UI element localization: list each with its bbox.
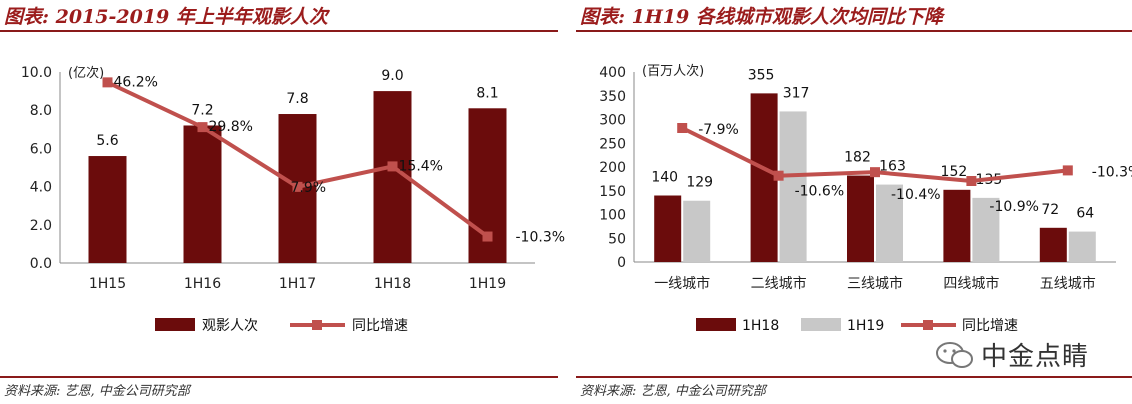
right-growth-label: -10.3% (1092, 164, 1132, 180)
right-bar-1H18-1 (750, 93, 778, 262)
right-bar-label: 129 (686, 175, 713, 191)
right-bar-label: 355 (748, 67, 775, 83)
left-y-tick-label: 8.0 (30, 103, 52, 119)
right-y-tick-label: 150 (599, 184, 626, 200)
left-bar-label: 8.1 (476, 85, 498, 101)
left-y-tick-label: 6.0 (30, 141, 52, 157)
right-bar-label: 64 (1076, 206, 1094, 222)
right-growth-marker (870, 167, 880, 178)
left-y-tick-label: 2.0 (30, 218, 52, 234)
right-growth-label: -7.9% (698, 122, 739, 138)
left-bar-label: 5.6 (96, 133, 118, 149)
left-y-tick-label: 4.0 (30, 180, 52, 196)
right-bar-1H18-4 (1039, 227, 1067, 262)
right-bar-1H18-2 (847, 175, 874, 262)
left-chart-svg: 0.0 2.0 4.0 6.0 8.0 10.0 (亿次) 5.6 7.2 7.8 9.0 8.1 1H… (21, 65, 565, 334)
right-legend-swatch-1h19 (801, 318, 841, 331)
left-y-tick-label: 0.0 (30, 256, 52, 272)
left-growth-label: 15.4% (399, 158, 443, 174)
left-bar-label: 7.2 (191, 102, 213, 118)
right-source-rule (576, 376, 1132, 378)
left-legend-label-line: 同比增速 (352, 318, 408, 334)
left-growth-marker (387, 161, 398, 172)
left-bar-1H15 (88, 156, 127, 263)
right-legend-label-1h19: 1H19 (847, 318, 884, 334)
left-source-rule (0, 376, 558, 378)
right-growth-marker (966, 176, 977, 186)
right-x-tick-label: 二线城市 (751, 275, 807, 292)
right-chart-panel: 图表: 1H19 各线城市观影人次均同比下降 0 50 100 150 200 250 30… (576, 0, 1132, 404)
left-growth-label: 46.2% (114, 74, 158, 90)
right-y-tick-label: 50 (608, 231, 626, 247)
right-growth-label: -10.4% (891, 187, 941, 203)
right-growth-label: -10.6% (795, 184, 845, 200)
left-legend-swatch-bar (155, 318, 195, 331)
right-y-tick-label: 400 (599, 65, 626, 81)
right-bar-label: 140 (651, 170, 678, 186)
right-x-tick-label: 三线城市 (847, 275, 903, 292)
right-source-note: 资料来源: 艺恩, 中金公司研究部 (580, 384, 766, 399)
left-growth-marker (102, 77, 113, 88)
left-growth-marker (197, 122, 208, 133)
left-x-tick-label: 1H15 (89, 276, 126, 292)
wechat-icon (936, 342, 973, 368)
left-x-tick-label: 1H19 (469, 276, 506, 292)
left-y-tick-label: 10.0 (21, 65, 52, 81)
left-growth-label: -10.3% (516, 230, 566, 246)
left-growth-label: 29.8% (209, 119, 253, 135)
right-bar-label: 182 (844, 150, 871, 166)
left-title-rule (0, 30, 558, 32)
right-legend-swatch-1h18 (696, 318, 736, 331)
watermark-text: 中金点睛 (981, 342, 1090, 372)
right-y-tick-label: 250 (599, 136, 626, 152)
left-y-axis-label: (亿次) (68, 65, 104, 81)
right-x-tick-label: 五线城市 (1040, 275, 1096, 292)
left-source-note: 资料来源: 艺恩, 中金公司研究部 (4, 384, 190, 399)
right-y-tick-label: 100 (599, 208, 626, 224)
right-legend-label-line: 同比增速 (962, 318, 1018, 334)
left-growth-marker (292, 181, 303, 192)
left-growth-marker (482, 231, 493, 242)
left-bar-label: 9.0 (381, 68, 403, 84)
right-legend-label-1h18: 1H18 (742, 318, 779, 334)
left-x-tick-label: 1H16 (184, 276, 221, 292)
right-y-tick-label: 350 (599, 89, 626, 105)
left-x-tick-label: 1H18 (374, 276, 411, 292)
right-y-axis-label: (百万人次) (642, 63, 704, 79)
right-y-tick-label: 200 (599, 160, 626, 176)
right-legend-marker-line (923, 320, 933, 330)
right-chart-svg: 0 50 100 150 200 250 300 350 400 (百万人次) 140 355 182 1… (599, 63, 1132, 334)
left-chart-panel: 图表: 2015-2019 年上半年观影人次 0.0 2.0 4.0 6.0 8.0 10… (0, 0, 565, 404)
right-y-tick-label: 300 (599, 113, 626, 129)
right-bar-1H18-3 (943, 189, 971, 262)
right-bar-1H19-4 (1068, 231, 1096, 262)
left-bar-label: 7.8 (286, 91, 308, 107)
right-bar-1H18-0 (654, 195, 682, 262)
left-legend-marker-line (312, 320, 322, 330)
left-chart-title: 图表: 2015-2019 年上半年观影人次 (4, 6, 328, 28)
right-growth-marker (1062, 165, 1073, 176)
right-chart-title: 图表: 1H19 各线城市观影人次均同比下降 (580, 6, 943, 28)
right-bar-1H19-3 (972, 197, 1000, 262)
left-bar-1H16 (183, 125, 222, 263)
right-bar-label: 152 (941, 164, 968, 180)
right-bar-label: 72 (1041, 202, 1059, 218)
right-y-tick-label: 0 (617, 255, 626, 271)
right-bar-label: 317 (783, 85, 810, 101)
right-bar-label: 163 (879, 159, 906, 175)
right-title-rule (576, 30, 1132, 32)
left-legend-label-bar: 观影人次 (202, 318, 258, 334)
right-growth-label: -10.9% (989, 199, 1039, 215)
right-x-tick-label: 一线城市 (654, 275, 710, 292)
right-bar-1H19-0 (683, 200, 711, 262)
right-x-tick-label: 四线城市 (943, 275, 999, 292)
left-growth-label: 7.9% (291, 180, 327, 196)
right-bar-1H19-2 (876, 184, 903, 262)
right-growth-marker (773, 170, 784, 181)
right-bar-1H19-1 (779, 111, 807, 262)
watermark: 中金点睛 (935, 338, 1125, 374)
left-x-tick-label: 1H17 (279, 276, 316, 292)
right-growth-marker (677, 123, 688, 133)
